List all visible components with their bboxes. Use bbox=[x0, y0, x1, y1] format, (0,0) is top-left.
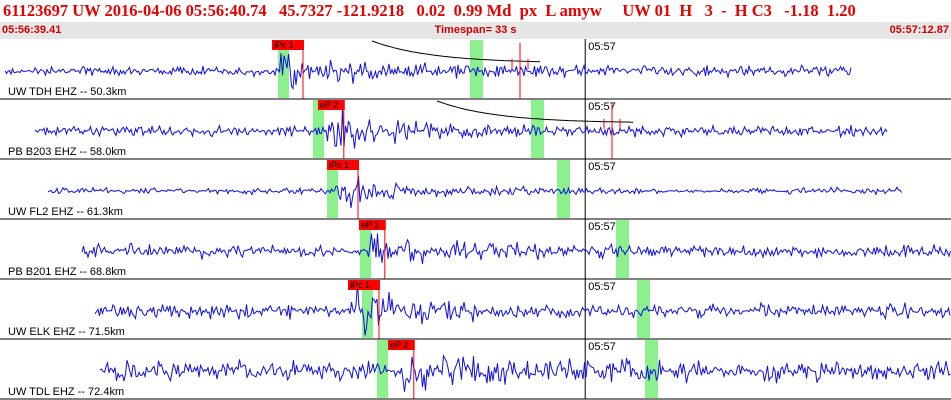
amplitude-decay-curve bbox=[372, 41, 540, 62]
waveform-trace bbox=[48, 176, 902, 208]
coda-window-band bbox=[616, 220, 629, 278]
seismogram-panels[interactable]: 05:57 iPc 1 UW TDH EHZ -- 50.3km 05:57 eP 2 P… bbox=[0, 39, 951, 400]
station-label: PB B201 EHZ -- 68.8km bbox=[8, 266, 126, 278]
waveform-trace bbox=[35, 109, 887, 149]
pick-label: iPc 1 bbox=[329, 160, 349, 170]
trace-panel[interactable]: 05:57 iPc 1 UW FL2 EHZ -- 61.3km bbox=[0, 159, 951, 219]
trace-panel[interactable]: 05:57 eP 2 UW TDL EHZ -- 72.4km bbox=[0, 339, 951, 399]
time-bar: 05:56:39.41 Timespan= 33 s 05:57:12.87 bbox=[0, 22, 951, 39]
minute-tick-label: 05:57 bbox=[588, 281, 616, 293]
pick-label: iPc 1 bbox=[350, 280, 370, 290]
end-time: 05:57:12.87 bbox=[890, 22, 949, 39]
minute-tick-label: 05:57 bbox=[588, 41, 616, 53]
trace-panel[interactable]: 05:57 iPc 1 UW TDH EHZ -- 50.3km bbox=[0, 39, 951, 99]
trace-panel[interactable]: 05:57 eP 2 PB B201 EHZ -- 68.8km bbox=[0, 219, 951, 279]
station-label: UW ELK EHZ -- 71.5km bbox=[8, 326, 125, 338]
waveform-trace bbox=[82, 233, 951, 264]
event-summary: 61123697 UW 2016-04-06 05:56:40.74 45.73… bbox=[3, 0, 856, 22]
minute-tick-label: 05:57 bbox=[588, 341, 616, 353]
pick-label: eP 2 bbox=[361, 220, 379, 230]
station-label: UW TDH EHZ -- 50.3km bbox=[8, 86, 126, 98]
trace-panel[interactable]: 05:57 iPc 1 UW ELK EHZ -- 71.5km bbox=[0, 279, 951, 339]
event-header: 61123697 UW 2016-04-06 05:56:40.74 45.73… bbox=[0, 0, 951, 22]
station-label: UW TDL EHZ -- 72.4km bbox=[8, 386, 124, 398]
station-label: UW FL2 EHZ -- 61.3km bbox=[8, 206, 123, 218]
waveform-trace bbox=[100, 356, 951, 392]
pick-label: iPc 1 bbox=[274, 40, 294, 50]
waveform-trace bbox=[5, 53, 851, 88]
station-label: PB B203 EHZ -- 58.0km bbox=[8, 146, 126, 158]
minute-tick-label: 05:57 bbox=[588, 221, 616, 233]
pick-label: eP 2 bbox=[320, 100, 338, 110]
coda-window-band bbox=[470, 40, 483, 98]
waveform-trace bbox=[95, 283, 950, 335]
minute-tick-label: 05:57 bbox=[588, 161, 616, 173]
timespan-label: Timespan= 33 s bbox=[0, 22, 951, 39]
pick-label: eP 2 bbox=[390, 340, 408, 350]
